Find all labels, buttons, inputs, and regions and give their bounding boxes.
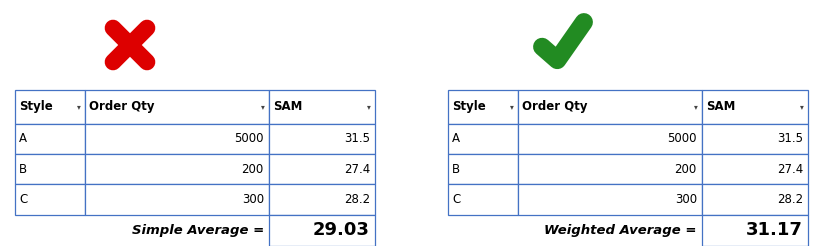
Bar xyxy=(269,215,375,246)
Text: Simple Average =: Simple Average = xyxy=(132,224,264,237)
Text: 5000: 5000 xyxy=(235,132,264,145)
Bar xyxy=(448,184,518,215)
Bar xyxy=(86,90,269,123)
Text: Style: Style xyxy=(452,100,486,113)
Text: 5000: 5000 xyxy=(667,132,697,145)
Bar xyxy=(518,184,702,215)
Bar xyxy=(448,154,518,184)
Bar xyxy=(15,154,86,184)
Text: ▾: ▾ xyxy=(800,102,804,111)
Text: SAM: SAM xyxy=(706,100,735,113)
Text: 28.2: 28.2 xyxy=(777,193,803,206)
Text: SAM: SAM xyxy=(272,100,302,113)
Text: Order Qty: Order Qty xyxy=(523,100,588,113)
Text: 27.4: 27.4 xyxy=(777,163,803,176)
Text: ▾: ▾ xyxy=(510,102,514,111)
Text: 31.5: 31.5 xyxy=(777,132,803,145)
Bar xyxy=(15,123,86,154)
Bar xyxy=(702,184,808,215)
Text: ▾: ▾ xyxy=(367,102,371,111)
Bar xyxy=(702,154,808,184)
Text: C: C xyxy=(452,193,460,206)
Text: 31.17: 31.17 xyxy=(746,221,803,239)
Bar xyxy=(518,154,702,184)
Bar xyxy=(518,123,702,154)
Text: ▾: ▾ xyxy=(77,102,81,111)
Bar xyxy=(269,90,375,123)
Bar xyxy=(518,90,702,123)
Text: 29.03: 29.03 xyxy=(313,221,370,239)
Bar xyxy=(86,184,269,215)
Bar xyxy=(269,184,375,215)
Text: B: B xyxy=(452,163,460,176)
Text: 200: 200 xyxy=(675,163,697,176)
Text: Weighted Average =: Weighted Average = xyxy=(544,224,697,237)
Bar xyxy=(15,90,86,123)
Bar xyxy=(448,123,518,154)
Text: Style: Style xyxy=(19,100,53,113)
Bar xyxy=(702,215,808,246)
Bar xyxy=(269,154,375,184)
Bar xyxy=(448,90,518,123)
Text: B: B xyxy=(19,163,27,176)
Text: Order Qty: Order Qty xyxy=(89,100,155,113)
Text: 27.4: 27.4 xyxy=(344,163,370,176)
Text: A: A xyxy=(19,132,27,145)
Text: 28.2: 28.2 xyxy=(344,193,370,206)
Text: 300: 300 xyxy=(675,193,697,206)
Text: A: A xyxy=(452,132,460,145)
Bar xyxy=(86,123,269,154)
Bar xyxy=(702,90,808,123)
Bar xyxy=(702,123,808,154)
Bar xyxy=(269,123,375,154)
Text: 300: 300 xyxy=(242,193,264,206)
Text: ▾: ▾ xyxy=(261,102,265,111)
Text: 200: 200 xyxy=(241,163,264,176)
Text: C: C xyxy=(19,193,27,206)
Bar xyxy=(86,154,269,184)
Text: ▾: ▾ xyxy=(694,102,698,111)
Bar xyxy=(15,184,86,215)
Text: 31.5: 31.5 xyxy=(344,132,370,145)
